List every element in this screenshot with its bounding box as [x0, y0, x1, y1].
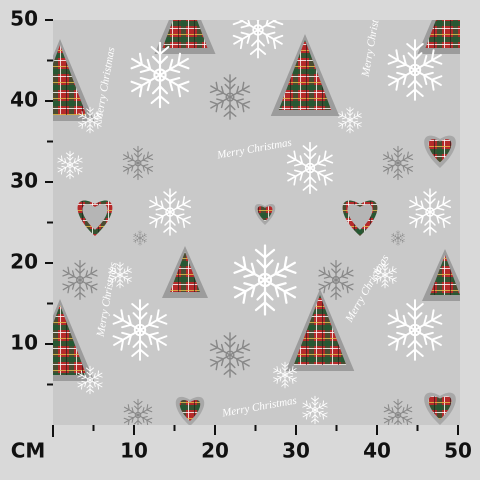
heart: [179, 400, 201, 421]
tree: [53, 45, 87, 115]
heart: [257, 206, 273, 222]
x-tick-label: 10: [120, 439, 148, 463]
tree: [162, 20, 208, 48]
tree: [53, 305, 87, 375]
y-tick-label: 20: [10, 250, 38, 274]
x-tick-label: 20: [201, 439, 229, 463]
tree: [293, 295, 347, 365]
tree: [430, 255, 460, 295]
heart: [428, 139, 452, 163]
y-tick-label: 50: [10, 7, 38, 31]
y-tick-label: 10: [10, 331, 38, 355]
tree: [425, 20, 460, 48]
tree: [170, 252, 200, 292]
y-tick-label: 40: [10, 88, 38, 112]
y-tick-label: 30: [10, 169, 38, 193]
tree: [278, 40, 332, 110]
heart: [428, 396, 452, 420]
x-tick-label: 40: [363, 439, 391, 463]
heart: [82, 204, 108, 230]
fabric: [53, 20, 460, 425]
unit-label: CM: [11, 439, 46, 463]
x-tick-label: 50: [444, 439, 472, 463]
ruler: CM 10 20 30 40 50 10 20 30 40 50: [10, 7, 472, 463]
heart: [347, 204, 373, 230]
x-tick-label: 30: [282, 439, 310, 463]
